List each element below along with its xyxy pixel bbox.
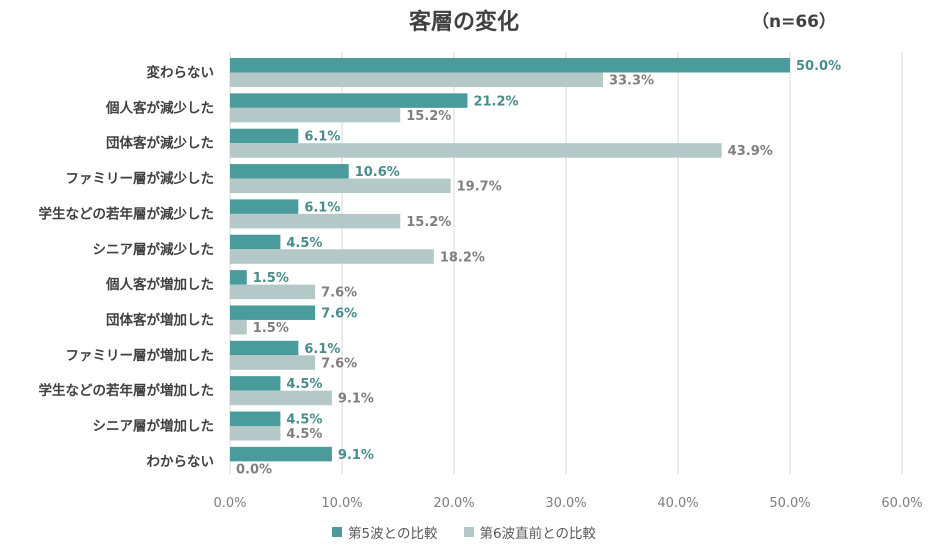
bar-series-2 bbox=[230, 426, 281, 441]
data-label-series-2: 4.5% bbox=[286, 427, 322, 442]
data-label-series-2: 15.2% bbox=[406, 109, 451, 124]
category-label: 個人客が増加した bbox=[105, 276, 214, 293]
bar-series-1 bbox=[230, 199, 299, 214]
data-label-series-2: 7.6% bbox=[321, 286, 357, 301]
legend: 第5波との比較 第6波直前との比較 bbox=[0, 522, 928, 542]
data-label-series-1: 7.6% bbox=[321, 306, 357, 321]
category-label: ファミリー層が減少した bbox=[66, 170, 215, 187]
data-label-series-2: 0.0% bbox=[236, 462, 272, 477]
bar-series-1 bbox=[230, 58, 790, 73]
bar-series-2 bbox=[230, 249, 434, 264]
data-label-series-2: 19.7% bbox=[457, 180, 502, 195]
category-label: 団体客が増加した bbox=[106, 311, 214, 328]
legend-swatch-series-2 bbox=[463, 527, 474, 537]
legend-label-series-2: 第6波直前との比較 bbox=[479, 526, 596, 542]
category-label: 変わらない bbox=[147, 64, 215, 81]
category-label: シニア層が増加した bbox=[93, 418, 215, 435]
legend-swatch-series-1 bbox=[332, 527, 343, 537]
bar-series-1 bbox=[230, 164, 349, 179]
legend-label-series-1: 第5波との比較 bbox=[348, 526, 438, 542]
bar-series-1 bbox=[230, 446, 332, 462]
category-label: 学生などの若年層が増加した bbox=[39, 382, 215, 399]
data-label-series-1: 50.0% bbox=[796, 59, 841, 74]
bar-series-1 bbox=[230, 234, 281, 250]
data-label-series-2: 43.9% bbox=[728, 144, 773, 159]
data-label-series-1: 10.6% bbox=[355, 165, 400, 180]
bar-series-2 bbox=[230, 143, 722, 158]
data-label-series-1: 9.1% bbox=[338, 448, 374, 463]
category-label: 学生などの若年層が減少した bbox=[39, 205, 215, 222]
data-label-series-1: 4.5% bbox=[286, 377, 322, 392]
data-label-series-1: 4.5% bbox=[286, 413, 322, 428]
bar-series-2 bbox=[230, 319, 247, 335]
data-label-series-2: 18.2% bbox=[440, 250, 485, 265]
x-tick-label: 40.0% bbox=[657, 496, 698, 511]
bar-series-2 bbox=[230, 355, 316, 370]
legend-item-series-2: 第6波直前との比較 bbox=[463, 522, 596, 542]
category-label: シニア層が減少した bbox=[93, 241, 215, 258]
labels: 0.0% 10.0% 20.0% 30.0% 40.0% 50.0% 60.0% 変わらない 5… bbox=[39, 59, 923, 511]
bar-series-1 bbox=[230, 411, 281, 426]
bar-series-1 bbox=[230, 93, 468, 108]
x-tick-label: 60.0% bbox=[881, 496, 922, 511]
chart-subtitle: （n=66） bbox=[752, 12, 837, 32]
bar-series-1 bbox=[230, 376, 281, 391]
bars bbox=[230, 58, 790, 462]
data-label-series-1: 21.2% bbox=[473, 94, 518, 109]
chart-title: 客層の変化 bbox=[408, 10, 519, 35]
bar-series-2 bbox=[230, 284, 316, 300]
x-tick-label: 50.0% bbox=[769, 496, 810, 511]
x-tick-label: 30.0% bbox=[545, 496, 586, 511]
category-label: わからない bbox=[147, 454, 215, 470]
data-label-series-1: 6.1% bbox=[304, 130, 340, 145]
data-label-series-2: 33.3% bbox=[609, 74, 654, 89]
bar-series-2 bbox=[230, 107, 401, 123]
bar-series-1 bbox=[230, 305, 316, 320]
category-label: 個人客が減少した bbox=[105, 99, 214, 116]
data-label-series-2: 7.6% bbox=[321, 356, 357, 371]
bar-series-2 bbox=[230, 72, 603, 87]
data-label-series-2: 15.2% bbox=[406, 215, 451, 230]
bar-series-1 bbox=[230, 340, 299, 356]
x-tick-label: 0.0% bbox=[213, 496, 246, 511]
category-label: 団体客が減少した bbox=[106, 135, 214, 152]
data-label-series-1: 6.1% bbox=[304, 200, 340, 215]
data-label-series-2: 9.1% bbox=[338, 392, 374, 407]
category-label: ファミリー層が増加した bbox=[66, 347, 215, 364]
bar-series-1 bbox=[230, 270, 247, 285]
data-label-series-1: 6.1% bbox=[304, 342, 340, 357]
x-tick-label: 10.0% bbox=[321, 496, 362, 511]
bar-series-1 bbox=[230, 128, 299, 144]
x-tick-label: 20.0% bbox=[433, 496, 474, 511]
bar-series-2 bbox=[230, 178, 451, 194]
bar-series-2 bbox=[230, 213, 401, 229]
data-label-series-2: 1.5% bbox=[253, 321, 289, 336]
bar-series-2 bbox=[230, 390, 332, 406]
data-label-series-1: 1.5% bbox=[253, 271, 289, 286]
data-label-series-1: 4.5% bbox=[286, 236, 322, 251]
legend-item-series-1: 第5波との比較 bbox=[332, 522, 438, 542]
